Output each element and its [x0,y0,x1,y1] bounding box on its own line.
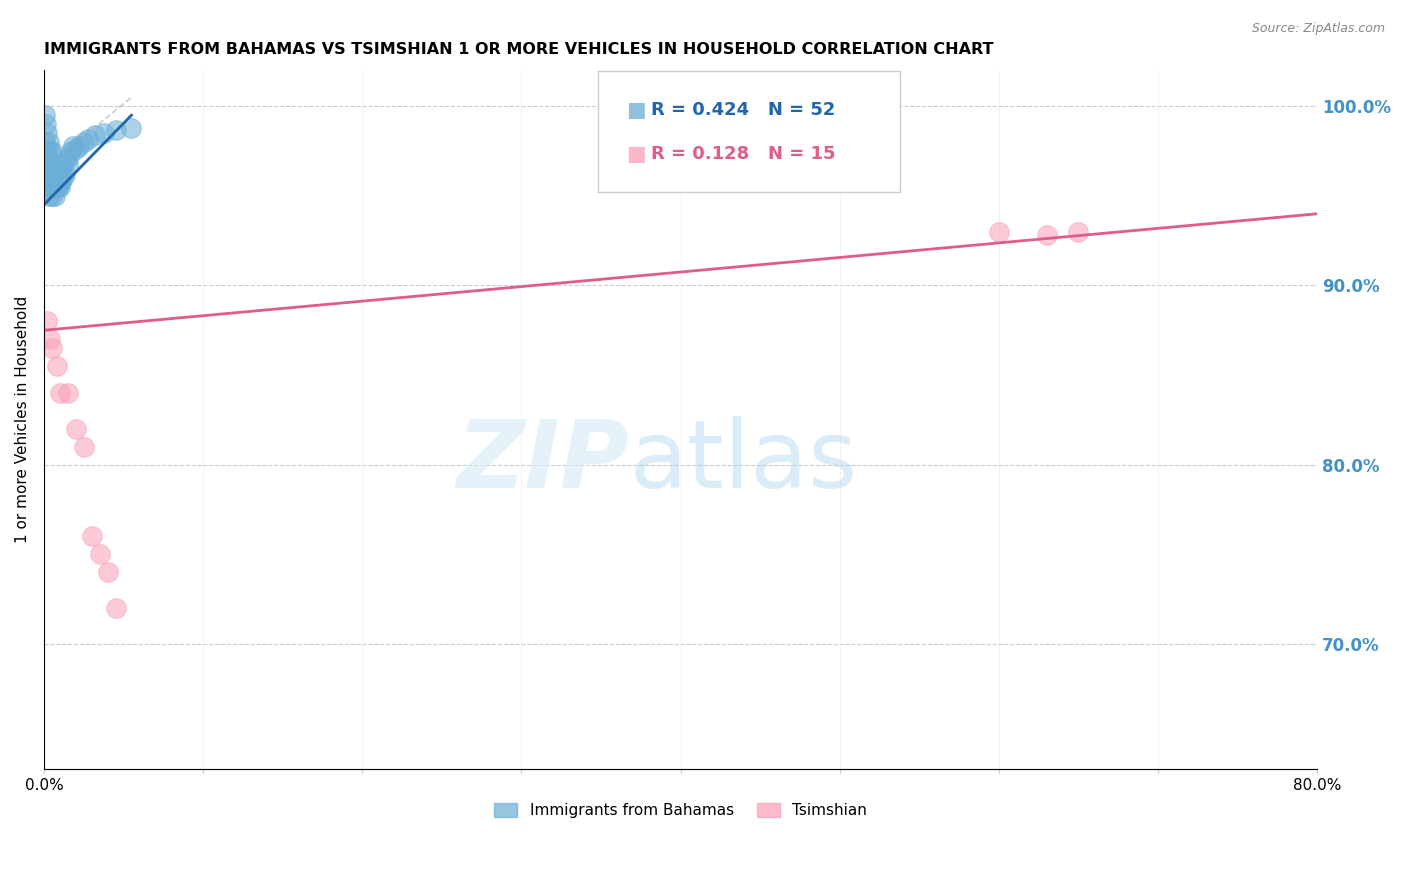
Text: R = 0.424   N = 52: R = 0.424 N = 52 [651,101,835,119]
Point [67,138,90,153]
Point [39,161,62,176]
Point [49,170,72,185]
Point [35,117,58,131]
Point [65,142,87,156]
Point [34,144,56,158]
Point [49,161,72,176]
Point [89,547,111,561]
Point [51,175,73,189]
Legend: Immigrants from Bahamas, Tsimshian: Immigrants from Bahamas, Tsimshian [488,797,873,824]
Point [45,161,67,176]
Point [56,386,79,401]
Point [41,170,63,185]
Point [46,170,69,185]
Point [34,108,56,122]
Point [80,529,103,543]
Point [58,149,80,163]
Point [35,144,58,158]
Text: IMMIGRANTS FROM BAHAMAS VS TSIMSHIAN 1 OR MORE VEHICLES IN HOUSEHOLD CORRELATION: IMMIGRANTS FROM BAHAMAS VS TSIMSHIAN 1 O… [44,42,994,57]
Point [39,170,62,185]
Point [55,153,77,167]
Point [35,161,58,176]
Point [104,601,127,615]
Text: Source: ZipAtlas.com: Source: ZipAtlas.com [1251,22,1385,36]
Point [42,180,65,194]
Point [34,170,56,185]
Y-axis label: 1 or more Vehicles in Household: 1 or more Vehicles in Household [15,296,30,543]
Point [35,314,58,328]
Point [34,135,56,149]
Point [38,189,60,203]
Point [120,120,142,135]
Point [44,189,66,203]
Text: ZIP: ZIP [457,416,630,508]
Point [38,135,60,149]
Point [38,180,60,194]
Point [35,153,58,167]
Point [41,341,63,355]
Point [52,170,75,185]
Point [49,386,72,401]
Point [1067,225,1090,239]
Point [51,161,73,176]
Point [37,153,59,167]
Point [41,144,63,158]
Point [65,422,87,436]
Point [38,170,60,185]
Point [35,126,58,140]
Point [41,189,63,203]
Point [49,180,72,194]
Point [96,565,118,579]
Point [77,131,100,145]
Text: R = 0.128   N = 15: R = 0.128 N = 15 [651,145,835,163]
Point [987,225,1010,239]
Point [73,135,96,149]
Point [62,138,84,153]
Text: ■: ■ [626,100,645,120]
Point [35,170,58,185]
Point [39,144,62,158]
Point [42,161,65,176]
Point [45,180,67,194]
Text: atlas: atlas [630,416,858,508]
Point [46,180,69,194]
Point [59,144,82,158]
Point [52,156,75,170]
Point [45,359,67,373]
Point [93,126,115,140]
Point [73,440,96,454]
Point [44,170,66,185]
Point [104,122,127,136]
Point [53,167,76,181]
Text: ■: ■ [626,145,645,164]
Point [41,161,63,176]
Point [38,153,60,167]
Point [83,128,105,142]
Point [1035,228,1057,243]
Point [39,332,62,346]
Point [56,156,79,170]
